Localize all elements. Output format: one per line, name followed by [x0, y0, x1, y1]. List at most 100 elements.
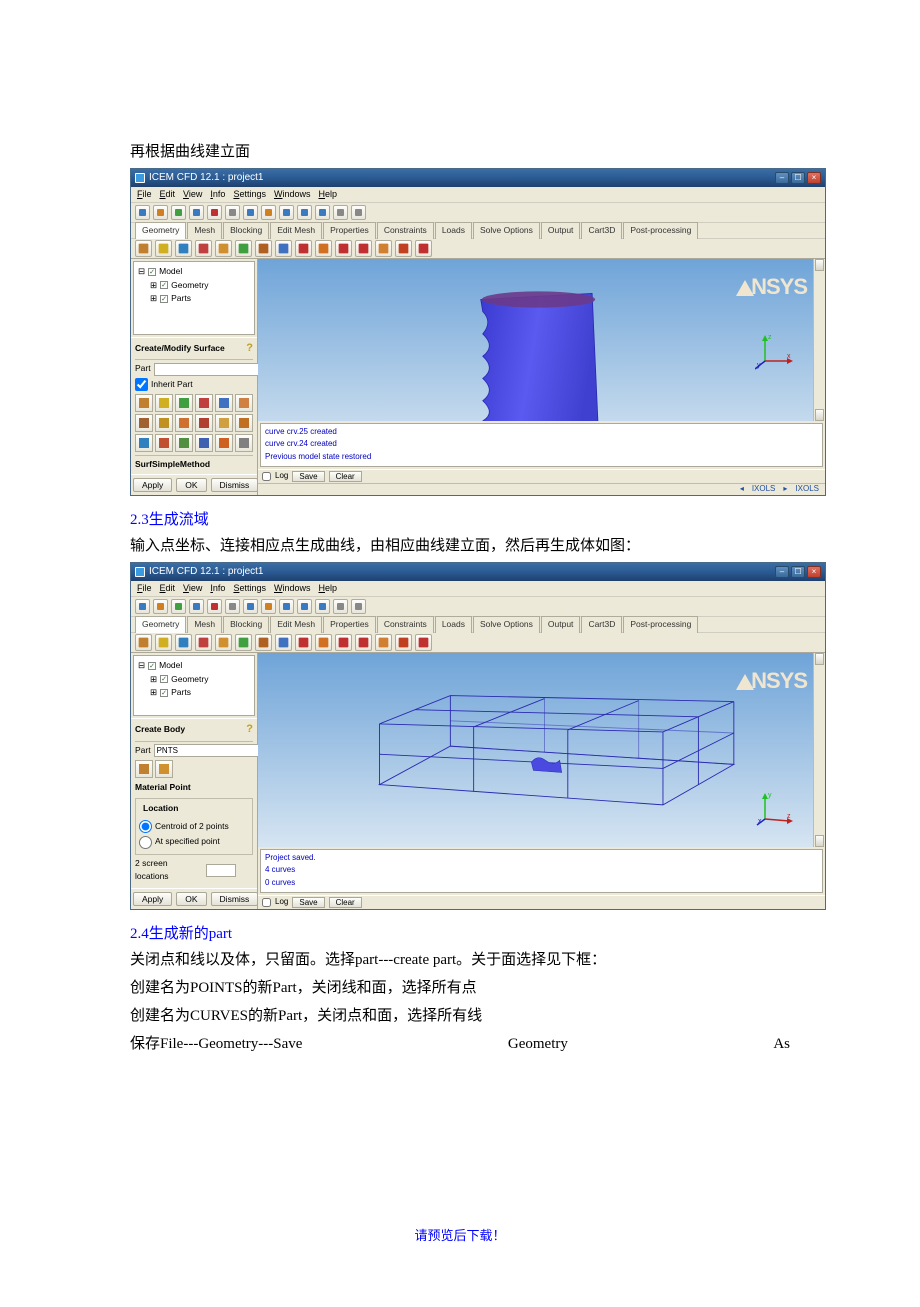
function-icon[interactable] — [215, 634, 232, 651]
help-icon[interactable]: ? — [246, 340, 253, 358]
tool-icon[interactable] — [215, 394, 233, 412]
tool-icon[interactable] — [155, 414, 173, 432]
menu-view[interactable]: View — [183, 187, 202, 201]
function-icon[interactable] — [335, 240, 352, 257]
tab-blocking[interactable]: Blocking — [223, 616, 269, 633]
dismiss-button[interactable]: Dismiss — [211, 892, 259, 906]
function-icon[interactable] — [415, 240, 432, 257]
toolbar-icon[interactable] — [351, 205, 366, 220]
function-icon[interactable] — [155, 634, 172, 651]
function-icon[interactable] — [275, 240, 292, 257]
tool-icon[interactable] — [235, 434, 253, 452]
menu-info[interactable]: Info — [210, 187, 225, 201]
tool-icon[interactable] — [135, 760, 153, 778]
function-icon[interactable] — [195, 634, 212, 651]
toolbar-icon[interactable] — [207, 599, 222, 614]
function-icon[interactable] — [415, 634, 432, 651]
tool-icon[interactable] — [135, 434, 153, 452]
clear-log-button[interactable]: Clear — [329, 471, 362, 482]
function-icon[interactable] — [175, 240, 192, 257]
menu-settings[interactable]: Settings — [233, 581, 266, 595]
tool-icon[interactable] — [215, 434, 233, 452]
pick-icon[interactable] — [239, 863, 253, 877]
toolbar-icon[interactable] — [243, 205, 258, 220]
function-icon[interactable] — [135, 240, 152, 257]
model-tree[interactable]: ⊟Model ⊞Geometry ⊞Parts — [133, 655, 255, 716]
tab-solve-options[interactable]: Solve Options — [473, 616, 540, 633]
tool-icon[interactable] — [155, 760, 173, 778]
tab-output[interactable]: Output — [541, 222, 581, 239]
tool-icon[interactable] — [155, 394, 173, 412]
menu-settings[interactable]: Settings — [233, 187, 266, 201]
function-icon[interactable] — [235, 240, 252, 257]
function-icon[interactable] — [335, 634, 352, 651]
tab-solve-options[interactable]: Solve Options — [473, 222, 540, 239]
tool-icon[interactable] — [175, 434, 193, 452]
tab-cart3d[interactable]: Cart3D — [581, 616, 622, 633]
function-icon[interactable] — [295, 240, 312, 257]
toolbar-icon[interactable] — [297, 205, 312, 220]
maximize-button[interactable]: ☐ — [791, 566, 805, 578]
menu-windows[interactable]: Windows — [274, 581, 311, 595]
tab-geometry[interactable]: Geometry — [135, 616, 186, 633]
ok-button[interactable]: OK — [176, 478, 206, 492]
menu-help[interactable]: Help — [319, 187, 338, 201]
tab-blocking[interactable]: Blocking — [223, 222, 269, 239]
close-button[interactable]: × — [807, 172, 821, 184]
toolbar-icon[interactable] — [333, 599, 348, 614]
tab-post-processing[interactable]: Post-processing — [623, 616, 698, 633]
tool-icon[interactable] — [215, 414, 233, 432]
function-icon[interactable] — [395, 240, 412, 257]
function-icon[interactable] — [355, 240, 372, 257]
toolbar-icon[interactable] — [261, 205, 276, 220]
tab-loads[interactable]: Loads — [435, 222, 472, 239]
apply-button[interactable]: Apply — [133, 892, 172, 906]
viewport[interactable]: NSYS z x y — [258, 259, 825, 421]
toolbar-icon[interactable] — [171, 599, 186, 614]
toolbar-icon[interactable] — [297, 599, 312, 614]
model-tree[interactable]: ⊟Model ⊞Geometry ⊞Parts — [133, 261, 255, 335]
toolbar-icon[interactable] — [135, 205, 150, 220]
tab-mesh[interactable]: Mesh — [187, 222, 222, 239]
function-icon[interactable] — [395, 634, 412, 651]
viewport[interactable]: NSYS y z x — [258, 653, 825, 847]
part-input[interactable] — [154, 363, 270, 376]
centroid-radio[interactable] — [139, 820, 152, 833]
function-icon[interactable] — [275, 634, 292, 651]
tool-icon[interactable] — [195, 394, 213, 412]
minimize-button[interactable]: – — [775, 172, 789, 184]
tab-properties[interactable]: Properties — [323, 616, 376, 633]
ok-button[interactable]: OK — [176, 892, 206, 906]
function-icon[interactable] — [315, 634, 332, 651]
close-button[interactable]: × — [807, 566, 821, 578]
menu-help[interactable]: Help — [319, 581, 338, 595]
tab-properties[interactable]: Properties — [323, 222, 376, 239]
toolbar-icon[interactable] — [279, 599, 294, 614]
menu-file[interactable]: File — [137, 187, 152, 201]
apply-button[interactable]: Apply — [133, 478, 172, 492]
menu-edit[interactable]: Edit — [160, 187, 176, 201]
function-icon[interactable] — [255, 634, 272, 651]
log-checkbox[interactable] — [262, 472, 271, 481]
tab-post-processing[interactable]: Post-processing — [623, 222, 698, 239]
toolbar-icon[interactable] — [207, 205, 222, 220]
tool-icon[interactable] — [195, 414, 213, 432]
screen-loc-input[interactable] — [206, 864, 236, 877]
function-icon[interactable] — [375, 240, 392, 257]
function-icon[interactable] — [315, 240, 332, 257]
tool-icon[interactable] — [135, 394, 153, 412]
function-icon[interactable] — [155, 240, 172, 257]
function-icon[interactable] — [195, 240, 212, 257]
toolbar-icon[interactable] — [171, 205, 186, 220]
minimize-button[interactable]: – — [775, 566, 789, 578]
tab-loads[interactable]: Loads — [435, 616, 472, 633]
toolbar-icon[interactable] — [261, 599, 276, 614]
menu-file[interactable]: File — [137, 581, 152, 595]
tab-edit-mesh[interactable]: Edit Mesh — [270, 222, 322, 239]
save-log-button[interactable]: Save — [292, 897, 324, 908]
function-icon[interactable] — [355, 634, 372, 651]
log-checkbox[interactable] — [262, 898, 271, 907]
menu-view[interactable]: View — [183, 581, 202, 595]
menu-edit[interactable]: Edit — [160, 581, 176, 595]
tab-geometry[interactable]: Geometry — [135, 222, 186, 239]
